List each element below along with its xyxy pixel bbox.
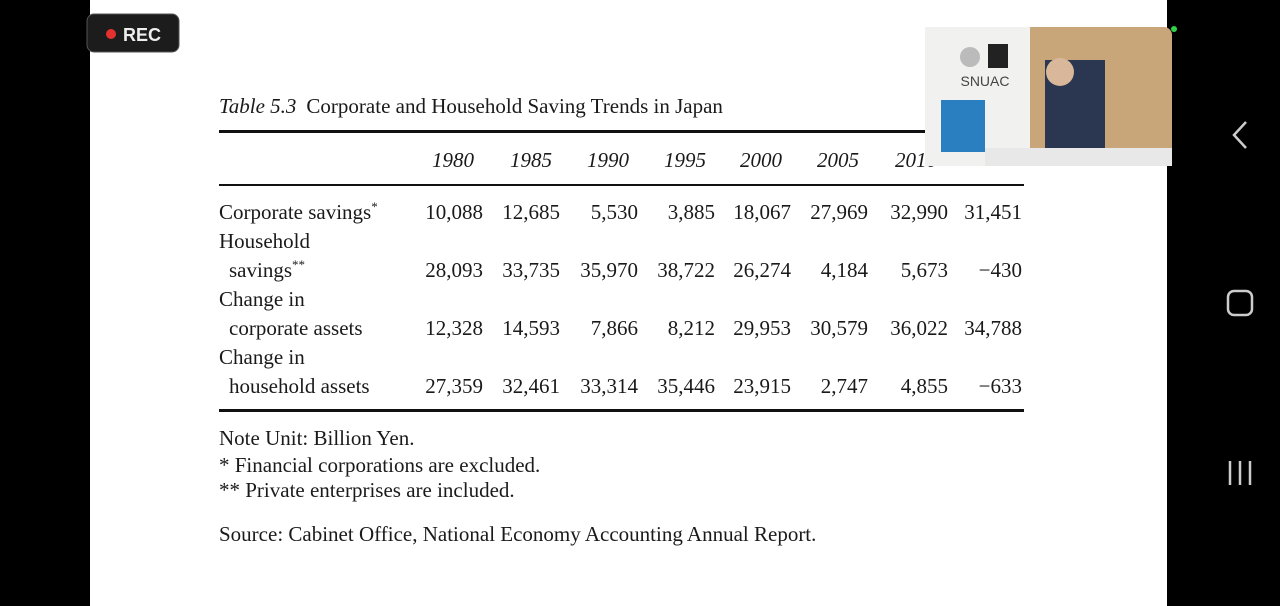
cell-value: 18,067 — [733, 200, 791, 224]
podium — [985, 148, 1172, 166]
row-label: Change in — [219, 345, 305, 369]
nav-home[interactable] — [1226, 289, 1254, 317]
cell-value: 30,579 — [810, 316, 868, 340]
cell-value: 5,530 — [591, 200, 638, 224]
cell-value: 32,461 — [502, 374, 560, 398]
nav-bar — [1226, 121, 1254, 485]
banner-seal — [960, 47, 980, 67]
cell-value: 7,866 — [591, 316, 638, 340]
rec-badge[interactable]: REC — [86, 13, 180, 53]
cell-value: −430 — [979, 258, 1022, 282]
cell-value: −633 — [979, 374, 1022, 398]
column-header: 1985 — [510, 148, 552, 172]
row-label: Change in — [219, 287, 305, 311]
cell-value: 31,451 — [964, 200, 1022, 224]
row-label-mark: * — [371, 199, 378, 214]
column-header: 1990 — [587, 148, 630, 172]
column-header: 2005 — [817, 148, 859, 172]
rec-badge-bg — [86, 13, 180, 53]
cell-value: 26,274 — [733, 258, 791, 282]
cell-value: 5,673 — [901, 258, 948, 282]
video-logo: SNUAC — [960, 73, 1009, 89]
caption-label: Table 5.3 — [219, 94, 296, 118]
row-label: Household — [219, 229, 310, 253]
cell-value: 8,212 — [668, 316, 715, 340]
speaker-head — [1046, 58, 1074, 86]
cell-value: 27,359 — [425, 374, 483, 398]
cell-value: 33,735 — [502, 258, 560, 282]
row-label-mark: ** — [292, 257, 305, 272]
row-label-text: Change in — [219, 287, 305, 311]
row-label-text: household assets — [229, 374, 370, 398]
cell-value: 3,885 — [668, 200, 715, 224]
cell-value: 10,088 — [425, 200, 483, 224]
rule-mid — [219, 184, 1024, 186]
table: Table 5.3 Corporate and Household Saving … — [219, 94, 1024, 546]
cell-value: 12,685 — [502, 200, 560, 224]
column-header: 1995 — [664, 148, 706, 172]
cell-value: 29,953 — [733, 316, 791, 340]
book-cover — [941, 100, 985, 152]
table-note: Note Unit: Billion Yen. — [219, 426, 414, 450]
banner-emblem — [988, 44, 1008, 68]
rule-bottom — [219, 409, 1024, 412]
cell-value: 36,022 — [890, 316, 948, 340]
row-label-text: corporate assets — [229, 316, 363, 340]
cell-value: 14,593 — [502, 316, 560, 340]
cell-value: 35,970 — [580, 258, 638, 282]
nav-recent[interactable] — [1228, 461, 1252, 485]
column-header: 1980 — [432, 148, 475, 172]
cell-value: 34,788 — [964, 316, 1022, 340]
caption-title: Corporate and Household Saving Trends in… — [306, 94, 723, 118]
rec-dot — [106, 29, 116, 39]
nav-back[interactable] — [1232, 121, 1247, 149]
cell-value: 35,446 — [657, 374, 715, 398]
row-label: corporate assets — [229, 316, 363, 340]
row-label-text: Change in — [219, 345, 305, 369]
row-label: savings** — [229, 257, 305, 282]
rule-top — [219, 130, 1024, 133]
row-label-text: savings — [229, 258, 292, 282]
status-dot — [1171, 26, 1177, 32]
table-note: * Financial corporations are excluded. — [219, 453, 540, 477]
row-label: Corporate savings* — [219, 199, 378, 224]
rec-text: REC — [123, 25, 161, 45]
cell-value: 38,722 — [657, 258, 715, 282]
row-label-text: Corporate savings — [219, 200, 371, 224]
cell-value: 32,990 — [890, 200, 948, 224]
table-caption: Table 5.3 Corporate and Household Saving … — [219, 94, 723, 118]
cell-value: 23,915 — [733, 374, 791, 398]
cell-value: 12,328 — [425, 316, 483, 340]
row-label-text: Household — [219, 229, 310, 253]
row-label: household assets — [229, 374, 370, 398]
cell-value: 28,093 — [425, 258, 483, 282]
table-source: Source: Cabinet Office, National Economy… — [219, 522, 816, 546]
cell-value: 4,855 — [901, 374, 948, 398]
column-header: 2000 — [740, 148, 783, 172]
cell-value: 27,969 — [810, 200, 868, 224]
cell-value: 2,747 — [821, 374, 868, 398]
video-overlay[interactable]: SNUAC — [925, 27, 1172, 166]
table-note: ** Private enterprises are included. — [219, 478, 515, 502]
cell-value: 4,184 — [821, 258, 869, 282]
cell-value: 33,314 — [580, 374, 638, 398]
